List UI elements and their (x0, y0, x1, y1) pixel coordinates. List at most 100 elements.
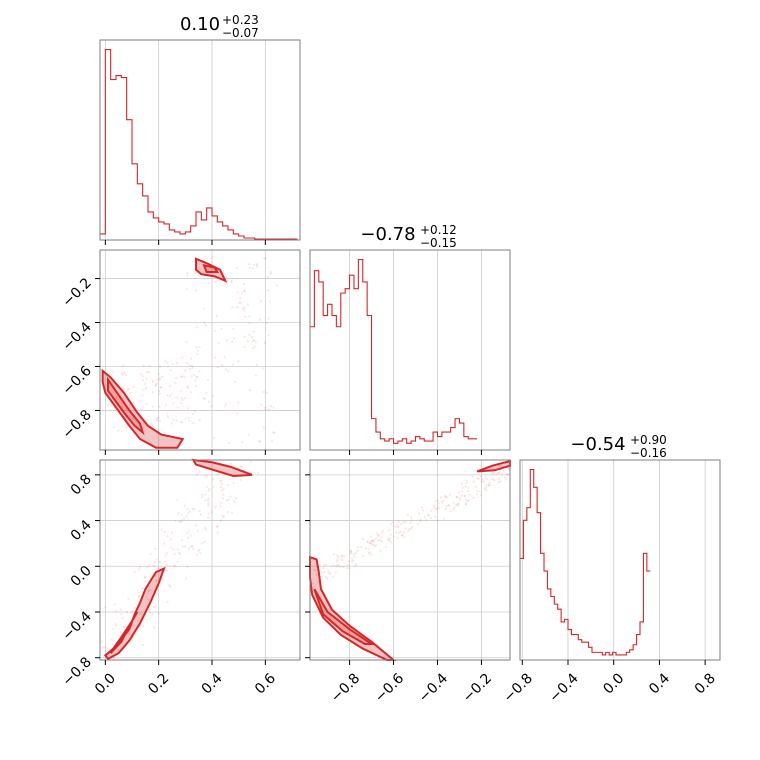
sample-point (460, 490, 464, 493)
sample-point (189, 364, 192, 367)
sample-point (114, 610, 117, 613)
sample-point (252, 330, 255, 333)
sample-point (219, 505, 222, 508)
y-tick-label: −0.4 (59, 319, 94, 354)
sample-point (336, 558, 339, 561)
sample-point (246, 303, 249, 306)
sample-point (196, 529, 200, 532)
sample-point (264, 406, 267, 409)
y-tick-label: 0.4 (68, 517, 95, 544)
sample-point (186, 386, 189, 389)
sample-point (194, 289, 197, 292)
sample-point (452, 508, 455, 511)
x-tick-label: 0.8 (692, 670, 719, 697)
sample-point (213, 330, 216, 333)
y-tick-label: −0.2 (59, 275, 94, 310)
panel-grid-1-1 (349, 250, 482, 450)
sample-point (504, 476, 507, 479)
sample-point (155, 419, 159, 422)
sample-point (185, 288, 188, 291)
title-param-3-plus: +0.90 (630, 433, 667, 447)
sample-point (350, 560, 353, 563)
sample-point (449, 510, 452, 513)
sample-point (269, 405, 273, 408)
sample-point (268, 300, 272, 303)
sample-point (472, 480, 475, 483)
sample-point (140, 613, 143, 616)
sample-point (178, 521, 181, 524)
sample-point (488, 484, 491, 487)
sample-point (142, 625, 145, 628)
sample-point (374, 537, 377, 540)
sample-point (482, 480, 485, 483)
histogram-param-2 (310, 258, 478, 444)
sample-point (411, 525, 414, 529)
sample-point (432, 504, 436, 507)
sample-point (186, 362, 189, 365)
sample-point (275, 284, 278, 287)
sample-point (491, 472, 494, 475)
sample-point (148, 564, 151, 567)
sample-point (154, 384, 157, 387)
sample-point (207, 512, 210, 515)
sample-point (484, 486, 488, 489)
sample-point (389, 523, 393, 526)
sample-point (176, 560, 179, 563)
sample-point (156, 416, 159, 420)
sample-point (104, 606, 107, 609)
sample-point (121, 386, 124, 389)
sample-point (158, 392, 161, 395)
y-tick-label: −0.4 (59, 608, 94, 643)
sample-point (479, 494, 483, 497)
sample-point (155, 580, 158, 583)
sample-point (186, 507, 189, 510)
sample-point (216, 531, 219, 534)
sample-point (148, 611, 152, 614)
sample-point (331, 575, 335, 578)
sample-point (436, 519, 439, 522)
sample-point (193, 508, 196, 511)
sample-point (157, 372, 160, 375)
sample-point (187, 511, 190, 515)
sample-point (356, 549, 359, 552)
sample-point (158, 365, 162, 368)
sample-point (219, 501, 222, 504)
sample-point (183, 397, 187, 400)
sample-point (207, 282, 210, 285)
sample-point (175, 419, 178, 422)
sample-point (227, 483, 230, 487)
sample-point (113, 426, 116, 429)
sample-point (185, 341, 188, 344)
x-tick-label: −0.8 (501, 670, 536, 705)
sample-point (256, 265, 259, 268)
sample-point (456, 504, 459, 507)
sample-point (341, 559, 344, 562)
sample-point (163, 530, 166, 534)
sample-point (168, 585, 172, 588)
sample-point (120, 613, 123, 616)
sample-point (251, 267, 254, 270)
sample-point (438, 502, 441, 505)
panel-grid-2-0 (100, 460, 300, 660)
sample-point (127, 597, 130, 600)
sample-point (474, 485, 478, 489)
sample-point (191, 545, 194, 548)
sample-point (248, 315, 251, 318)
sample-point (261, 367, 265, 370)
sample-point (230, 462, 233, 466)
x-tick-label: −0.4 (546, 670, 581, 705)
sample-point (497, 481, 500, 484)
sample-point (183, 504, 186, 507)
sample-point (158, 377, 161, 380)
sample-point (476, 476, 479, 480)
sample-point (232, 499, 236, 502)
sample-point (141, 587, 144, 590)
sample-point (115, 396, 118, 399)
sample-point (156, 378, 159, 381)
sample-point (463, 494, 466, 497)
sample-point (154, 574, 157, 577)
sample-point (243, 345, 246, 349)
sample-point (188, 547, 191, 550)
sample-point (181, 356, 184, 359)
sample-point (332, 553, 335, 556)
